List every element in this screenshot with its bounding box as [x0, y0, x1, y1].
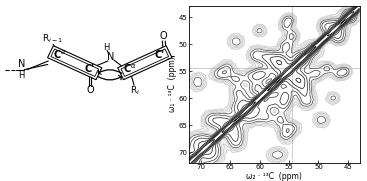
Polygon shape	[121, 49, 168, 76]
Polygon shape	[51, 49, 98, 76]
Text: C': C'	[84, 64, 94, 74]
Y-axis label: ω₁ · ¹³C  (ppm): ω₁ · ¹³C (ppm)	[168, 57, 177, 113]
Text: C': C'	[154, 50, 164, 60]
Text: R$_i$: R$_i$	[130, 84, 140, 97]
Text: O: O	[160, 31, 167, 41]
Text: H: H	[103, 43, 109, 52]
X-axis label: ω₂ · ¹³C  (ppm): ω₂ · ¹³C (ppm)	[246, 172, 302, 181]
Text: H: H	[18, 71, 25, 80]
Text: C$^\alpha$: C$^\alpha$	[123, 63, 137, 75]
Polygon shape	[48, 46, 102, 80]
Text: R$_{i-1}$: R$_{i-1}$	[41, 32, 63, 45]
Text: O: O	[86, 85, 94, 96]
Polygon shape	[118, 46, 172, 80]
Text: C$^\alpha$: C$^\alpha$	[52, 49, 66, 61]
Text: N: N	[18, 59, 25, 70]
Text: N: N	[107, 52, 115, 62]
